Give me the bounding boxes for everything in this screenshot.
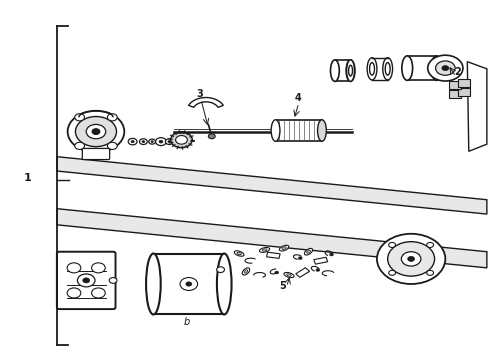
Circle shape xyxy=(151,141,153,143)
Ellipse shape xyxy=(217,253,232,315)
Polygon shape xyxy=(467,62,487,151)
Circle shape xyxy=(436,61,455,75)
Circle shape xyxy=(168,141,171,143)
Circle shape xyxy=(131,140,134,143)
Circle shape xyxy=(408,256,415,261)
Text: 2: 2 xyxy=(454,67,461,77)
Circle shape xyxy=(86,125,106,139)
Ellipse shape xyxy=(284,273,294,278)
Circle shape xyxy=(149,139,156,144)
Ellipse shape xyxy=(282,247,286,249)
Ellipse shape xyxy=(383,58,392,80)
Polygon shape xyxy=(314,257,328,264)
Ellipse shape xyxy=(259,247,270,252)
Text: 3: 3 xyxy=(196,89,203,99)
Ellipse shape xyxy=(146,253,161,315)
Circle shape xyxy=(107,114,117,121)
Circle shape xyxy=(442,66,449,71)
Ellipse shape xyxy=(348,65,352,76)
Ellipse shape xyxy=(279,245,289,251)
Ellipse shape xyxy=(304,248,313,255)
Circle shape xyxy=(75,117,117,147)
Circle shape xyxy=(330,253,333,256)
FancyBboxPatch shape xyxy=(82,148,110,159)
Polygon shape xyxy=(335,60,350,81)
Circle shape xyxy=(142,141,145,143)
Ellipse shape xyxy=(331,60,339,81)
Polygon shape xyxy=(267,252,280,258)
Circle shape xyxy=(75,114,85,121)
Circle shape xyxy=(427,270,434,275)
Circle shape xyxy=(77,274,95,287)
Polygon shape xyxy=(57,157,487,214)
Ellipse shape xyxy=(346,60,355,81)
Circle shape xyxy=(109,278,117,283)
Circle shape xyxy=(68,111,124,152)
Circle shape xyxy=(180,278,197,291)
FancyBboxPatch shape xyxy=(449,90,462,98)
Circle shape xyxy=(186,282,192,286)
Polygon shape xyxy=(296,268,310,277)
Text: 1: 1 xyxy=(24,173,31,183)
Ellipse shape xyxy=(262,249,267,251)
Circle shape xyxy=(92,263,105,273)
Ellipse shape xyxy=(271,120,280,141)
Ellipse shape xyxy=(237,252,242,255)
Circle shape xyxy=(217,267,224,273)
Circle shape xyxy=(75,142,85,149)
Circle shape xyxy=(128,138,137,145)
Polygon shape xyxy=(189,98,223,107)
Circle shape xyxy=(171,132,192,148)
Ellipse shape xyxy=(369,63,374,75)
Circle shape xyxy=(427,242,434,247)
Circle shape xyxy=(156,138,166,145)
Circle shape xyxy=(401,252,421,266)
Circle shape xyxy=(165,139,173,144)
Ellipse shape xyxy=(318,120,326,141)
Circle shape xyxy=(428,55,463,81)
Circle shape xyxy=(275,271,279,274)
Circle shape xyxy=(389,242,395,247)
Text: 5: 5 xyxy=(280,282,287,291)
Ellipse shape xyxy=(242,268,250,275)
Circle shape xyxy=(316,269,320,271)
FancyBboxPatch shape xyxy=(458,88,470,96)
Ellipse shape xyxy=(346,60,354,81)
Polygon shape xyxy=(57,209,487,268)
Polygon shape xyxy=(275,120,322,141)
Ellipse shape xyxy=(385,63,390,75)
Circle shape xyxy=(389,270,395,275)
Circle shape xyxy=(208,134,215,139)
Ellipse shape xyxy=(287,274,291,276)
Circle shape xyxy=(92,129,100,134)
Polygon shape xyxy=(407,56,437,80)
Circle shape xyxy=(175,135,187,144)
Text: b: b xyxy=(183,317,190,327)
Ellipse shape xyxy=(307,250,311,253)
Circle shape xyxy=(159,140,163,143)
Ellipse shape xyxy=(234,251,244,256)
Circle shape xyxy=(140,139,147,144)
Circle shape xyxy=(67,288,81,298)
Circle shape xyxy=(107,142,117,149)
FancyBboxPatch shape xyxy=(57,252,116,309)
FancyBboxPatch shape xyxy=(458,79,470,87)
Ellipse shape xyxy=(402,56,413,80)
Circle shape xyxy=(298,257,302,260)
Ellipse shape xyxy=(244,270,248,273)
FancyBboxPatch shape xyxy=(449,81,462,89)
Circle shape xyxy=(83,278,90,283)
Ellipse shape xyxy=(367,58,377,80)
Circle shape xyxy=(92,288,105,298)
Circle shape xyxy=(67,263,81,273)
Circle shape xyxy=(377,234,445,284)
Text: 4: 4 xyxy=(294,93,301,103)
Ellipse shape xyxy=(431,56,442,80)
Circle shape xyxy=(388,242,435,276)
Polygon shape xyxy=(153,253,224,315)
